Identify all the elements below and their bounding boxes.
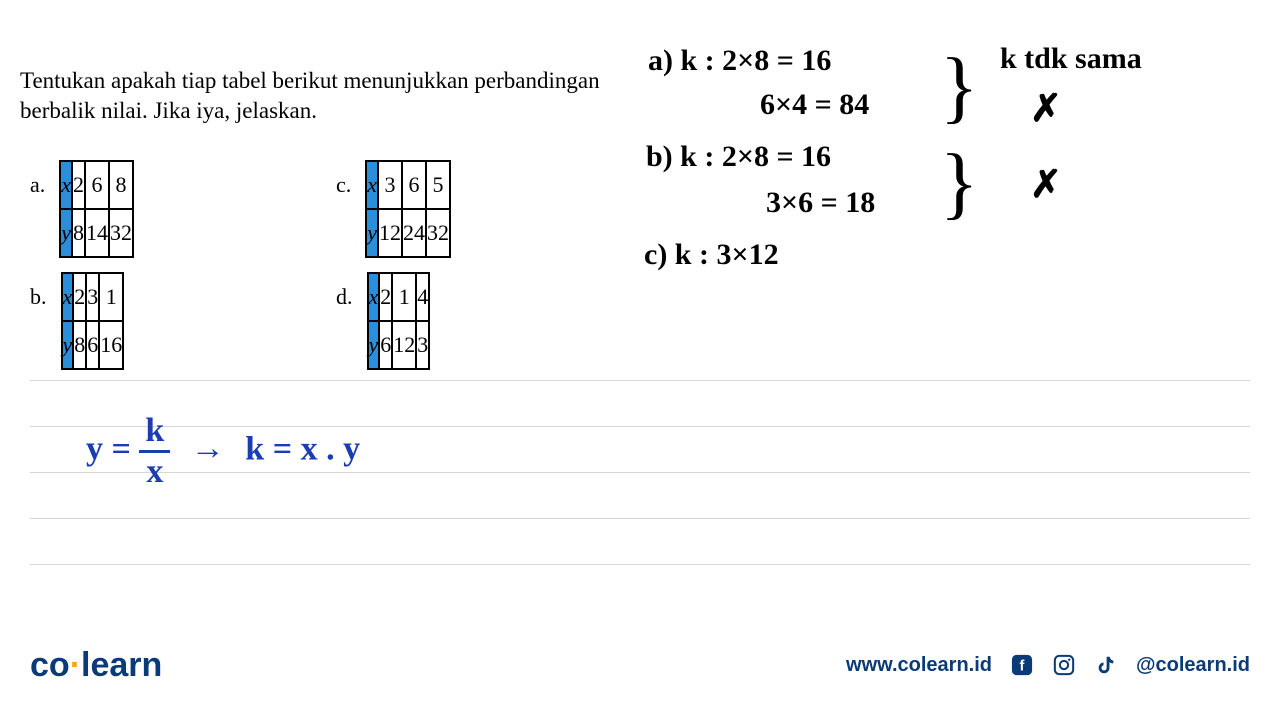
hand-a-line1: a) k : 2×8 = 16 (648, 44, 831, 78)
hand-a-line2: 6×4 = 84 (760, 88, 869, 122)
table-cell: 14 (85, 209, 109, 257)
hand-b-line1: b) k : 2×8 = 16 (646, 140, 831, 174)
formula-frac-num: k (139, 414, 170, 453)
table-c-rowhdr-x: x (366, 161, 378, 209)
facebook-icon: f (1010, 653, 1034, 677)
table-b-rowhdr-y: y (62, 321, 74, 369)
table-cell: 12 (378, 209, 402, 257)
table-cell: 24 (402, 209, 426, 257)
table-d: x 2 1 4 y 6 12 3 (367, 272, 431, 370)
table-d-group: d. x 2 1 4 y 6 12 3 (336, 272, 430, 370)
svg-text:f: f (1020, 659, 1025, 675)
formula-fraction: k x (139, 414, 170, 489)
tiktok-icon (1094, 653, 1118, 677)
table-cell: 1 (392, 273, 416, 321)
table-a-group: a. x 2 6 8 y 8 14 32 (30, 160, 134, 258)
table-c-label: c. (336, 160, 351, 198)
hand-b-mark: ✗ (1030, 162, 1062, 207)
formula-k-equals: k = x . y (245, 430, 360, 467)
table-cell: 1 (99, 273, 123, 321)
hand-a-note: k tdk sama (1000, 42, 1142, 76)
brand-left: co (30, 646, 70, 684)
table-d-rowhdr-y: y (368, 321, 380, 369)
table-cell: 2 (73, 273, 86, 321)
table-cell: 6 (86, 321, 99, 369)
table-cell: 3 (378, 161, 402, 209)
table-c-rowhdr-y: y (366, 209, 378, 257)
table-cell: 2 (379, 273, 392, 321)
table-a: x 2 6 8 y 8 14 32 (59, 160, 134, 258)
table-d-rowhdr-x: x (368, 273, 380, 321)
table-cell: 8 (109, 161, 133, 209)
table-cell: 16 (99, 321, 123, 369)
hand-a-mark: ✗ (1030, 86, 1062, 131)
table-b-label: b. (30, 272, 47, 310)
hand-c-line1: c) k : 3×12 (644, 238, 779, 272)
table-d-label: d. (336, 272, 353, 310)
table-cell: 3 (416, 321, 429, 369)
table-b-group: b. x 2 3 1 y 8 6 16 (30, 272, 124, 370)
table-cell: 5 (426, 161, 450, 209)
table-b-rowhdr-x: x (62, 273, 74, 321)
table-c: x 3 6 5 y 12 24 32 (365, 160, 451, 258)
footer-url: www.colearn.id (846, 654, 992, 677)
formula-container: y = k x → k = x . y (86, 414, 360, 489)
brand-logo: co·learn (30, 646, 162, 685)
footer: co·learn www.colearn.id f @colearn.id (0, 630, 1280, 700)
table-cell: 3 (86, 273, 99, 321)
table-c-group: c. x 3 6 5 y 12 24 32 (336, 160, 451, 258)
table-cell: 8 (72, 209, 85, 257)
brace-a: } (940, 42, 978, 133)
table-cell: 6 (379, 321, 392, 369)
instagram-icon (1052, 653, 1076, 677)
table-b: x 2 3 1 y 8 6 16 (61, 272, 125, 370)
table-a-label: a. (30, 160, 45, 198)
hand-b-line2: 3×6 = 18 (766, 186, 875, 220)
footer-right: www.colearn.id f @colearn.id (846, 653, 1250, 677)
table-cell: 2 (72, 161, 85, 209)
table-cell: 4 (416, 273, 429, 321)
footer-handle: @colearn.id (1136, 654, 1250, 677)
formula-y-equals: y = (86, 430, 131, 467)
table-cell: 8 (73, 321, 86, 369)
formula-arrow: → (191, 430, 225, 467)
table-a-rowhdr-x: x (60, 161, 72, 209)
table-cell: 32 (426, 209, 450, 257)
table-cell: 12 (392, 321, 416, 369)
table-cell: 6 (402, 161, 426, 209)
formula-frac-den: x (139, 453, 170, 489)
table-cell: 6 (85, 161, 109, 209)
question-text: Tentukan apakah tiap tabel berikut menun… (20, 66, 640, 126)
table-a-rowhdr-y: y (60, 209, 72, 257)
brand-right: learn (81, 646, 162, 684)
table-cell: 32 (109, 209, 133, 257)
brand-separator-icon: · (70, 646, 81, 684)
brace-b: } (940, 138, 978, 229)
